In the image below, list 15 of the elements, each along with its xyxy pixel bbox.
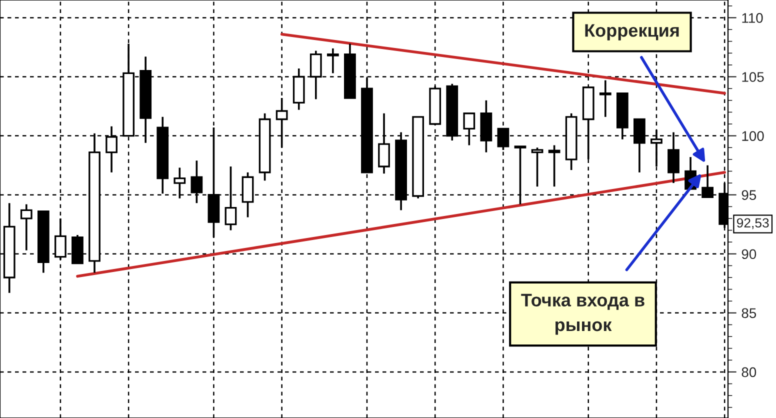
annotation: Точка входа в рынок — [521, 294, 644, 335]
y-tick-label: 80 — [742, 367, 756, 378]
candlestick — [20, 203, 32, 252]
y-tick-label: 105 — [742, 72, 764, 82]
y-tick-label: 90 — [742, 249, 756, 260]
y-tick-label: 95 — [742, 190, 756, 200]
y-tick-label: 110 — [742, 13, 763, 23]
y-tick-label: 85 — [742, 308, 756, 318]
text: 92,53 — [736, 218, 769, 230]
candlestick — [326, 48, 339, 74]
y-tick-label: 100 — [742, 131, 764, 141]
candlestick — [599, 79, 612, 118]
annotation: Коррекция — [585, 24, 679, 40]
candlestick — [531, 146, 544, 188]
candlestick — [548, 144, 560, 188]
